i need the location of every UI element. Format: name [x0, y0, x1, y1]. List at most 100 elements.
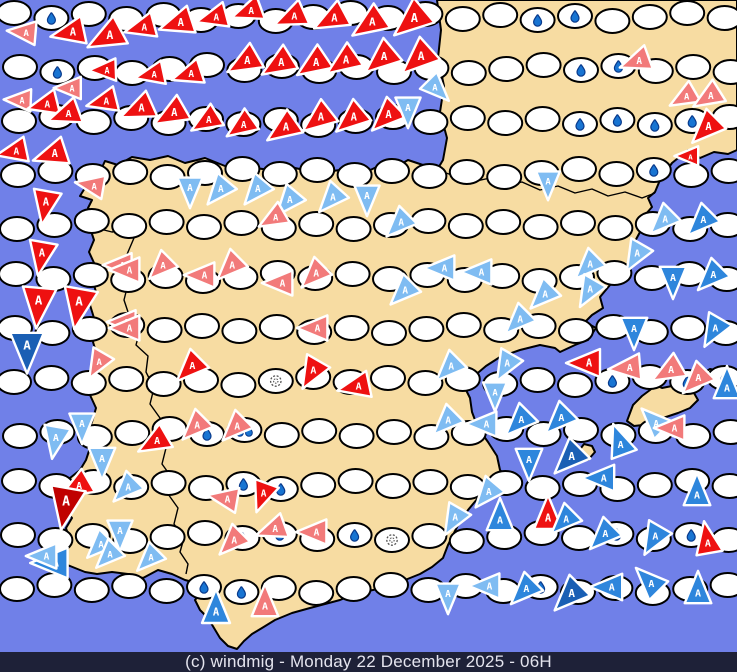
wind-arrow-label: A	[225, 494, 231, 505]
wind-arrow-label: A	[45, 100, 51, 111]
cloud-symbol	[525, 52, 562, 78]
cloud-symbol	[149, 524, 186, 550]
wind-arrow-label: A	[672, 424, 678, 435]
cloud-symbol	[449, 105, 486, 131]
wind-arrow-shape	[73, 174, 107, 201]
wind-arrow-label: A	[700, 215, 706, 226]
wind-arrow	[686, 201, 722, 237]
wind-arrow	[133, 59, 167, 86]
wind-arrow-shape	[157, 4, 197, 34]
wind-arrow	[459, 258, 493, 286]
wind-arrow-label: A	[106, 28, 113, 42]
cloud-symbol	[519, 367, 556, 393]
wind-arrow-label: A	[127, 324, 133, 335]
wind-arrow-label: A	[601, 474, 607, 485]
wind-arrow-label: A	[695, 373, 701, 384]
wind-arrow	[254, 512, 291, 539]
wind-arrow	[467, 572, 501, 600]
wind-arrow-shape	[712, 364, 737, 400]
wind-arrow-label: A	[69, 84, 74, 94]
wind-arrow	[504, 301, 538, 335]
cloud-symbol	[0, 0, 32, 26]
wind-arrow	[250, 582, 280, 618]
cloud-symbol	[376, 419, 412, 445]
wind-arrow-shape	[107, 314, 141, 342]
rain-icon	[350, 529, 360, 542]
cloud-symbol	[709, 572, 737, 598]
cloud-symbol	[0, 261, 34, 287]
cloud-symbol	[114, 420, 151, 446]
wind-arrow-shape	[326, 41, 365, 75]
wind-arrow-label: A	[117, 526, 123, 537]
cloud-symbol	[112, 159, 149, 185]
wind-arrow-label: A	[315, 324, 321, 335]
wind-arrow	[176, 176, 204, 210]
wind-arrow	[0, 135, 30, 163]
cloud-symbol	[598, 161, 635, 187]
cloud-symbol	[0, 522, 36, 548]
wind-arrow	[94, 537, 127, 570]
wind-arrow-label: A	[381, 50, 388, 63]
wind-arrow-label: A	[313, 268, 319, 279]
wind-arrow-shape	[50, 484, 87, 532]
cloud-symbol	[448, 528, 485, 554]
cloud-symbol	[445, 312, 482, 338]
rain-icon	[607, 375, 618, 388]
wind-arrow	[26, 88, 62, 115]
wind-arrow	[68, 412, 96, 446]
wind-arrow	[266, 108, 305, 142]
wind-arrow-shape	[226, 41, 266, 74]
wind-arrow	[112, 469, 146, 503]
cloud-symbol	[485, 209, 522, 235]
wind-arrow	[136, 422, 175, 453]
wind-arrow-label: A	[244, 55, 251, 67]
wind-arrow-shape	[443, 501, 473, 537]
wind-arrow-shape	[94, 537, 127, 570]
wind-arrow-shape	[529, 276, 563, 310]
cloud-symbol	[711, 473, 737, 499]
wind-arrow-label: A	[712, 323, 718, 334]
wind-arrow	[86, 14, 129, 49]
wind-arrow	[301, 97, 340, 133]
wind-arrow	[418, 70, 451, 103]
wind-arrow-label: A	[542, 289, 548, 300]
cloud-symbol	[486, 164, 523, 190]
wind-arrow-label: A	[62, 494, 70, 509]
cloud-symbol	[0, 369, 32, 395]
wind-arrow-shape	[509, 570, 545, 606]
wind-arrow-shape	[87, 446, 117, 482]
wind-arrow	[181, 407, 215, 441]
cloud-symbol	[70, 370, 107, 396]
wind-arrow-shape	[514, 447, 544, 483]
cloud-symbol	[673, 162, 710, 188]
wind-arrow-label: A	[351, 111, 358, 123]
wind-arrow	[529, 276, 563, 310]
wind-arrow-shape	[200, 587, 232, 625]
wind-arrow	[260, 269, 294, 297]
wind-arrow	[123, 10, 159, 38]
cloud-symbol	[636, 472, 673, 498]
wind-arrow-label: A	[214, 12, 220, 23]
wind-arrow-shape	[260, 43, 300, 76]
wind-arrow-shape	[649, 201, 683, 235]
wind-arrow-label: A	[99, 454, 105, 465]
wind-arrow-label: A	[283, 122, 290, 134]
wind-arrow-label: A	[160, 262, 166, 272]
wind-arrow	[182, 261, 216, 289]
wind-arrow-shape	[682, 471, 712, 507]
wind-arrow-label: A	[178, 17, 185, 29]
wind-arrow-shape	[257, 200, 291, 228]
wind-arrow-label: A	[602, 529, 608, 540]
wind-arrow-shape	[434, 582, 462, 616]
wind-arrow-shape	[389, 272, 423, 306]
wind-arrow-shape	[153, 93, 193, 126]
rain-icon	[236, 586, 246, 599]
wind-arrow	[474, 474, 507, 509]
cloud-symbol	[263, 422, 300, 448]
wind-arrow	[230, 0, 267, 21]
cloud-symbol	[224, 156, 261, 182]
wind-arrow-label: A	[648, 579, 654, 590]
cloud-symbol	[71, 316, 108, 342]
wind-arrow-label: A	[318, 112, 325, 124]
rain-icon	[649, 164, 659, 177]
